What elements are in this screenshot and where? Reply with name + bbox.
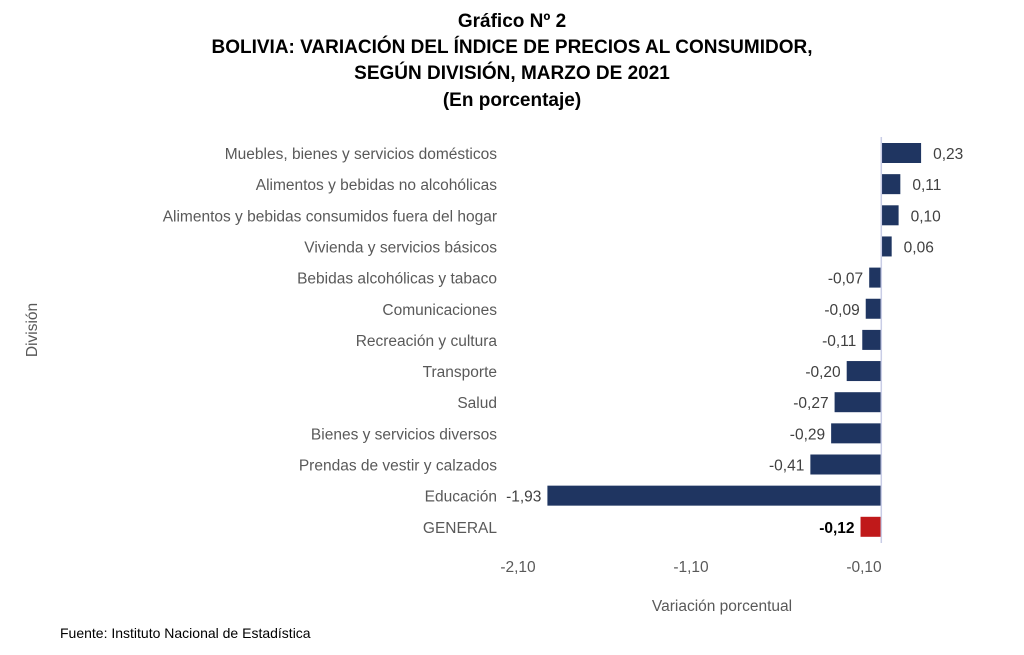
data-label: -0,27 xyxy=(793,395,828,412)
bar xyxy=(869,267,882,288)
bar xyxy=(810,454,882,475)
chart-title-line-2: BOLIVIA: VARIACIÓN DEL ÍNDICE DE PRECIOS… xyxy=(211,37,813,58)
category-label: Transporte xyxy=(423,364,497,381)
bar xyxy=(831,423,882,444)
data-label: -0,09 xyxy=(824,302,859,319)
bar xyxy=(547,485,882,506)
category-label: Muebles, bienes y servicios domésticos xyxy=(225,146,497,163)
x-tick-label: -2,10 xyxy=(500,559,536,576)
bar xyxy=(881,143,922,163)
category-label: Comunicaciones xyxy=(382,302,497,319)
bar xyxy=(834,392,882,413)
bar xyxy=(881,205,899,226)
x-tick-label: -1,10 xyxy=(673,559,709,576)
x-axis-title: Variación porcentual xyxy=(652,598,792,615)
data-label: -0,41 xyxy=(769,458,804,475)
category-label: Prendas de vestir y calzados xyxy=(299,458,497,475)
bar xyxy=(865,298,882,319)
category-label: Bienes y servicios diversos xyxy=(311,426,497,443)
category-label: Bebidas alcohólicas y tabaco xyxy=(297,271,497,288)
data-label: -0,07 xyxy=(828,271,863,288)
bar xyxy=(846,361,882,382)
category-label: Alimentos y bebidas consumidos fuera del… xyxy=(163,208,497,225)
chart-title-line-1: Gráfico Nº 2 xyxy=(457,11,567,32)
data-label: -0,11 xyxy=(822,333,856,350)
data-label: -0,12 xyxy=(819,520,854,537)
source-footnote: Fuente: Instituto Nacional de Estadístic… xyxy=(60,625,311,641)
data-label: 0,11 xyxy=(912,177,941,194)
data-label: 0,06 xyxy=(904,239,934,256)
bar-general xyxy=(860,516,882,537)
data-label: 0,10 xyxy=(911,208,942,225)
category-label: Alimentos y bebidas no alcohólicas xyxy=(256,177,497,194)
chart-title-line-3: SEGÚN DIVISIÓN, MARZO DE 2021 xyxy=(354,63,670,84)
data-label: -0,29 xyxy=(790,426,825,443)
data-label: -0,20 xyxy=(805,364,841,381)
bar xyxy=(881,174,901,195)
data-label: 0,23 xyxy=(933,146,963,163)
x-tick-label: -0,10 xyxy=(846,559,882,576)
bar xyxy=(881,236,892,257)
chart-subtitle: (En porcentaje) xyxy=(442,90,582,111)
data-label: -1,93 xyxy=(506,489,541,506)
category-label: Educación xyxy=(425,489,497,506)
y-axis-title: División xyxy=(24,303,41,357)
category-label: GENERAL xyxy=(423,520,497,537)
category-label: Salud xyxy=(457,395,497,412)
category-label: Vivienda y servicios básicos xyxy=(304,239,497,256)
category-label: Recreación y cultura xyxy=(356,333,498,350)
bar xyxy=(862,329,882,350)
